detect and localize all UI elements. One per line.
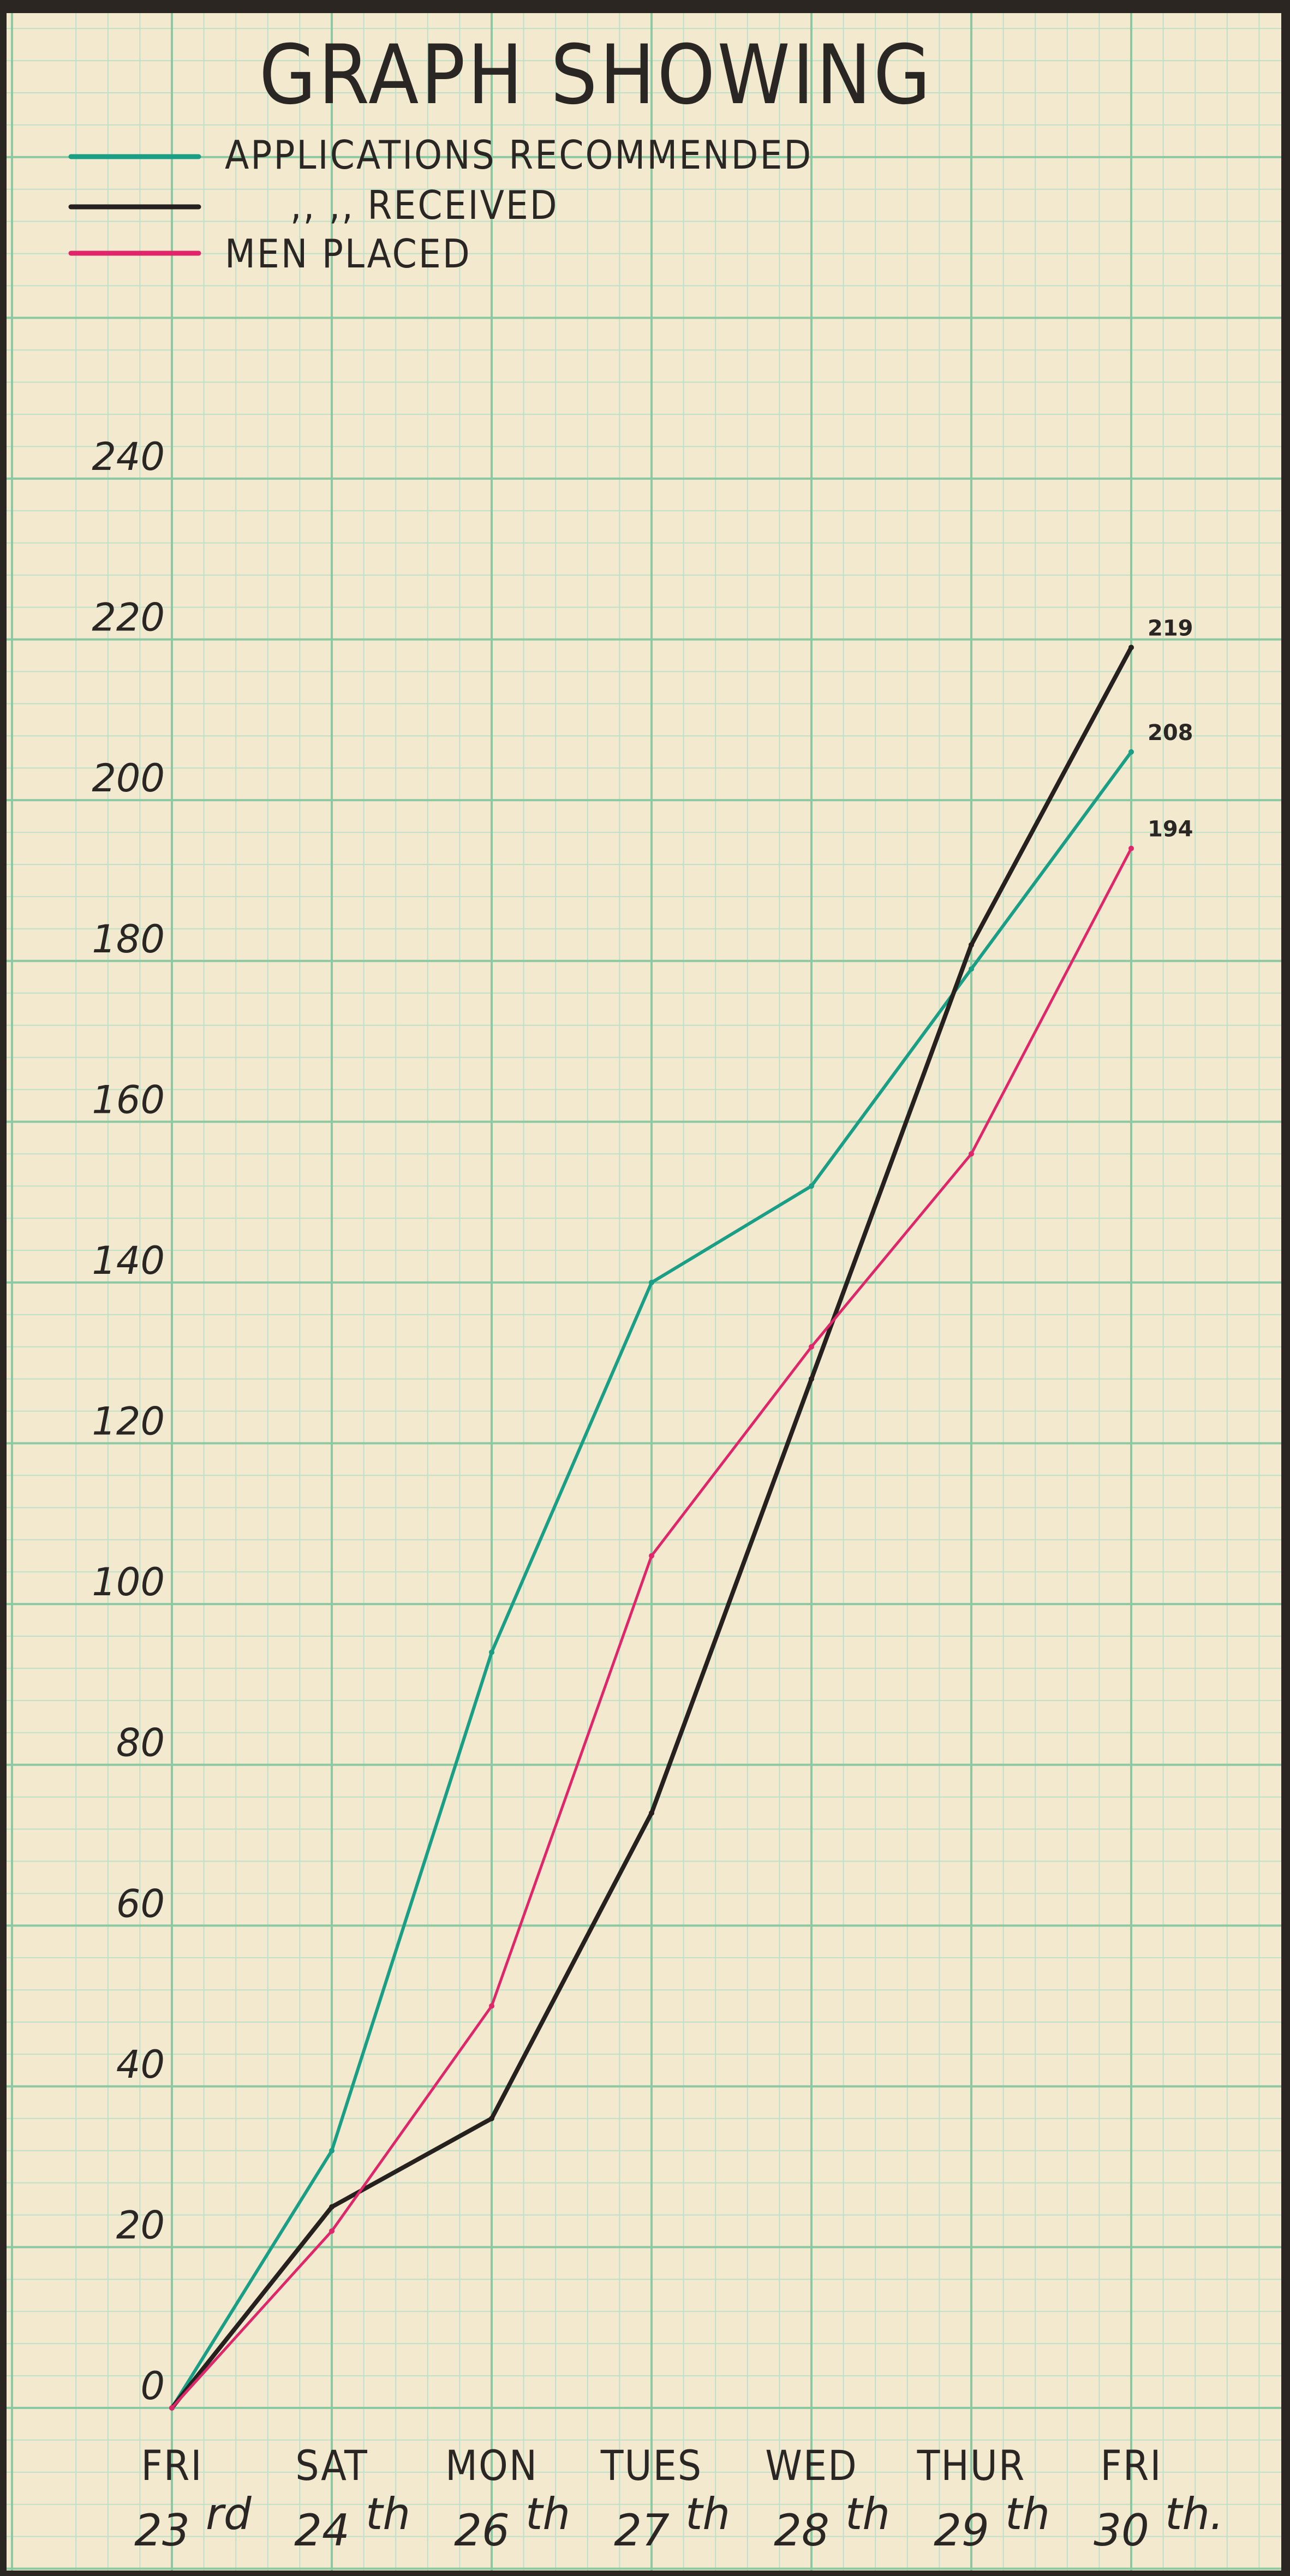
chart-legend: APPLICATIONS RECOMMENDED ,, ,, RECEIVED … [68, 132, 813, 277]
graph-sheet: GRAPH SHOWING APPLICATIONS RECOMMENDED ,… [7, 13, 1281, 2571]
x-tick-date-suffix: th. [1165, 2489, 1224, 2539]
y-tick-label: 160 [92, 1077, 165, 1122]
series-point-1 [649, 1279, 654, 1285]
y-tick-label: 220 [92, 595, 165, 640]
data-series [169, 645, 1134, 2411]
series-point-2 [969, 942, 974, 948]
x-tick-day-label: TUES [600, 2441, 702, 2490]
x-tick-day-label: FRI [1101, 2441, 1162, 2490]
legend-label-recommended: APPLICATIONS RECOMMENDED [225, 132, 813, 178]
x-tick-day-label: SAT [295, 2441, 368, 2490]
y-tick-label: 140 [92, 1238, 165, 1283]
x-tick-date-label: 26 [454, 2505, 510, 2556]
x-tick-day-label: THUR [917, 2441, 1026, 2490]
x-tick-date-suffix: th [1005, 2489, 1050, 2539]
y-tick-label: 40 [116, 2042, 165, 2087]
series-point-3 [649, 1553, 654, 1559]
y-tick-label: 100 [92, 1560, 165, 1605]
series-point-3 [329, 2228, 335, 2234]
series-point-3 [1128, 845, 1134, 851]
series-point-2 [489, 2115, 494, 2121]
y-tick-label: 240 [92, 434, 165, 479]
minor-gridlines [7, 13, 1281, 2571]
major-gridlines [7, 13, 1281, 2571]
end-value-labels: 208 219 194 [1148, 616, 1193, 842]
series-point-3 [809, 1344, 814, 1350]
x-tick-date-suffix: th [685, 2489, 730, 2539]
series-point-2 [329, 2204, 335, 2210]
end-value-label: 194 [1148, 817, 1193, 842]
series-point-1 [969, 966, 974, 972]
series-point-1 [489, 1649, 494, 1655]
x-tick-date-suffix: rd [206, 2489, 252, 2539]
y-tick-label: 80 [116, 1721, 165, 1766]
legend-label-men-placed: MEN PLACED [225, 231, 471, 277]
series-point-2 [649, 1810, 654, 1816]
series-point-3 [169, 2405, 175, 2411]
x-tick-day-label: MON [445, 2441, 538, 2490]
series-point-3 [969, 1151, 974, 1157]
x-tick-date-label: 29 [934, 2505, 989, 2556]
y-tick-label: 180 [92, 917, 165, 962]
x-tick-date-label: 28 [774, 2505, 829, 2556]
end-value-label: 208 [1148, 720, 1193, 746]
series-point-1 [329, 2148, 335, 2154]
end-value-label: 219 [1148, 616, 1193, 641]
y-tick-label: 60 [116, 1881, 165, 1926]
x-tick-date-label: 30 [1094, 2505, 1149, 2556]
x-tick-date-label: 24 [294, 2505, 350, 2556]
chart-title: GRAPH SHOWING [259, 28, 933, 123]
series-point-2 [1128, 645, 1134, 651]
x-tick-date-label: 27 [614, 2505, 670, 2556]
x-tick-date-suffix: th [525, 2489, 570, 2539]
x-tick-day-label: WED [765, 2441, 857, 2490]
series-point-3 [489, 2003, 494, 2009]
series-point-1 [809, 1183, 814, 1189]
y-tick-label: 200 [92, 756, 165, 801]
y-tick-label: 20 [116, 2203, 165, 2247]
x-tick-date-label: 23 [134, 2505, 190, 2556]
y-axis-tick-labels: 0 20 40 60 80 100 120 140 160 180 200 220 240 [92, 434, 165, 2408]
line-chart: GRAPH SHOWING APPLICATIONS RECOMMENDED ,… [7, 13, 1281, 2571]
y-tick-label: 0 [140, 2364, 165, 2408]
x-tick-day-label: FRI [141, 2441, 203, 2490]
legend-label-received: ,, ,, RECEIVED [290, 182, 559, 228]
x-tick-date-suffix: th [845, 2489, 890, 2539]
y-tick-label: 120 [92, 1399, 165, 1444]
series-point-2 [809, 1376, 814, 1382]
series-point-1 [1128, 749, 1134, 755]
x-tick-date-suffix: th [366, 2489, 410, 2539]
